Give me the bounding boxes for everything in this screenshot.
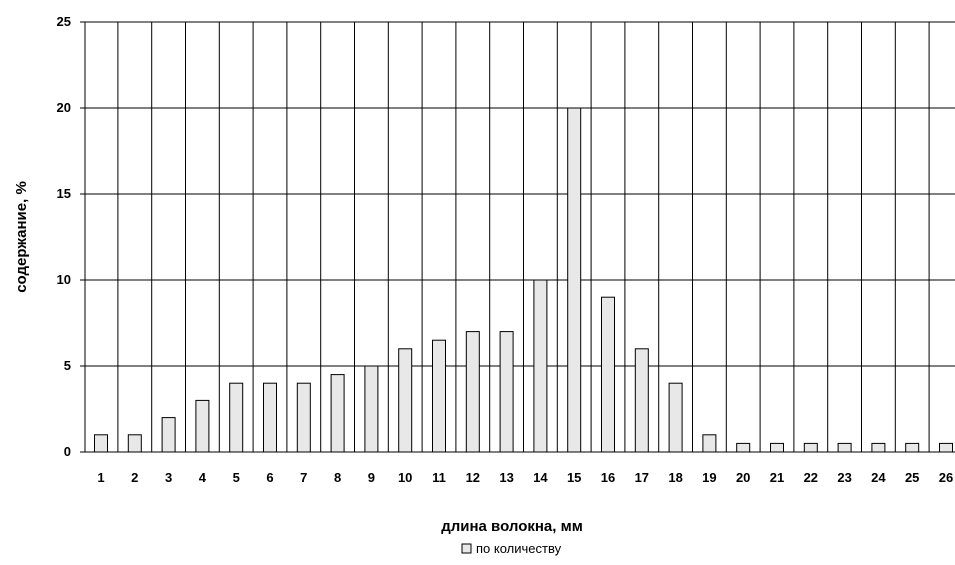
bar-8 <box>330 374 345 453</box>
y-tick-label: 15 <box>57 186 71 201</box>
x-tick-label: 20 <box>736 470 750 485</box>
x-tick-label: 17 <box>635 470 649 485</box>
bar-23 <box>837 442 852 453</box>
x-tick-label: 23 <box>837 470 851 485</box>
y-axis-ticks: 0 5 10 15 20 25 <box>57 14 71 459</box>
x-axis-ticks: 1 2 3 4 5 6 7 8 9 10 11 12 13 14 15 16 17 18 19 20 21 22 23 24 2… <box>97 470 953 485</box>
x-tick-label: 3 <box>165 470 172 485</box>
bar-9 <box>364 365 379 453</box>
y-tick-label: 5 <box>64 358 71 373</box>
x-tick-label: 26 <box>939 470 953 485</box>
x-tick-label: 25 <box>905 470 919 485</box>
x-tick-label: 9 <box>368 470 375 485</box>
x-tick-label: 12 <box>466 470 480 485</box>
legend-swatch <box>461 543 472 554</box>
bar-2 <box>127 434 142 453</box>
x-tick-label: 15 <box>567 470 581 485</box>
bar-19 <box>702 434 717 453</box>
y-tick-label: 25 <box>57 14 71 29</box>
bar-17 <box>634 348 649 453</box>
bar-13 <box>499 331 514 453</box>
bar-15 <box>567 107 582 453</box>
x-tick-label: 19 <box>702 470 716 485</box>
x-tick-label: 6 <box>266 470 273 485</box>
x-tick-label: 10 <box>398 470 412 485</box>
x-tick-label: 4 <box>199 470 207 485</box>
x-tick-label: 22 <box>804 470 818 485</box>
x-axis-title: длина волокна, мм <box>441 518 583 535</box>
bar-18 <box>668 382 683 453</box>
bar-6 <box>263 382 277 453</box>
bar-24 <box>871 442 886 453</box>
bar-3 <box>161 417 176 453</box>
y-tick-label: 20 <box>57 100 71 115</box>
bar-series <box>94 107 953 453</box>
x-tick-label: 21 <box>770 470 784 485</box>
x-tick-label: 14 <box>533 470 548 485</box>
x-tick-label: 7 <box>300 470 307 485</box>
bar-4 <box>195 399 210 453</box>
y-tick-label: 10 <box>57 272 71 287</box>
bar-25 <box>905 442 920 453</box>
bar-5 <box>229 382 244 453</box>
legend: по количеству <box>461 541 562 556</box>
x-tick-label: 18 <box>668 470 682 485</box>
x-tick-label: 11 <box>432 470 446 485</box>
bar-16 <box>601 296 615 453</box>
x-tick-label: 2 <box>131 470 138 485</box>
x-tick-label: 24 <box>871 470 886 485</box>
bar-10 <box>398 348 413 453</box>
bar-12 <box>465 331 480 453</box>
x-tick-label: 8 <box>334 470 341 485</box>
x-tick-label: 13 <box>499 470 513 485</box>
axes <box>80 21 955 453</box>
y-axis-title: содержание, % <box>13 181 30 293</box>
bar-20 <box>736 442 751 453</box>
bar-1 <box>94 434 108 453</box>
bar-7 <box>296 382 311 453</box>
bar-14 <box>533 279 548 453</box>
bar-11 <box>432 339 446 453</box>
bar-21 <box>770 442 784 453</box>
x-tick-label: 1 <box>97 470 104 485</box>
legend-label: по количеству <box>476 541 562 556</box>
x-tick-label: 5 <box>233 470 240 485</box>
x-tick-label: 16 <box>601 470 615 485</box>
bar-22 <box>803 442 818 453</box>
grid-lines <box>85 21 955 452</box>
y-tick-label: 0 <box>64 444 71 459</box>
bar-26 <box>939 442 953 453</box>
